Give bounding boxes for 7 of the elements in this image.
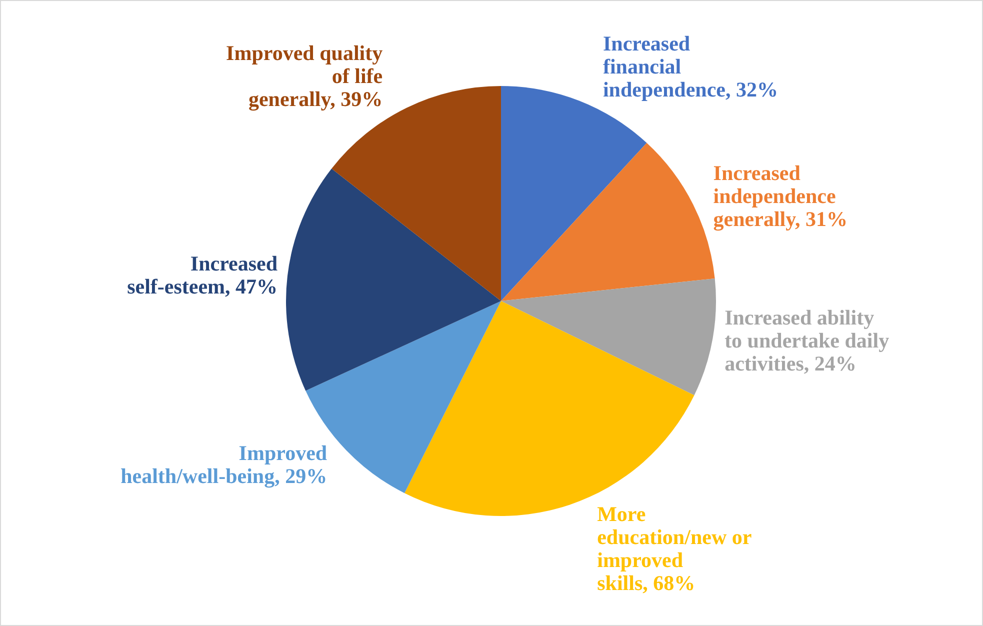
- slice-label: Increased independence generally, 31%: [713, 160, 848, 231]
- slice-label: Improved health/well-being, 29%: [120, 440, 328, 488]
- slice-label: Improved quality of life generally, 39%: [226, 41, 384, 112]
- slice-label: Increased self-esteem, 47%: [127, 251, 278, 298]
- slice-label: Increased financial independence, 32%: [602, 32, 778, 102]
- slice-label: Increased ability to undertake daily activities, 24%: [724, 305, 890, 376]
- slice-label: More education/new or improved skills, 68%: [597, 502, 752, 596]
